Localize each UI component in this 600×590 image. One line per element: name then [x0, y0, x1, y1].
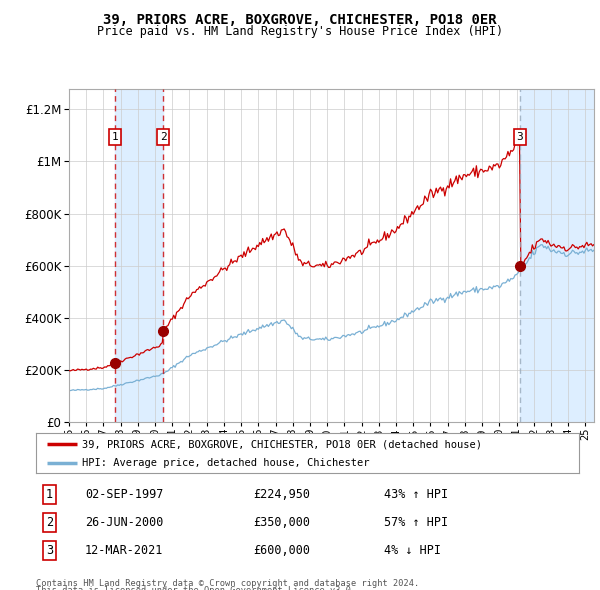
Text: £350,000: £350,000 — [253, 516, 310, 529]
Bar — [520, 88, 594, 422]
Text: Price paid vs. HM Land Registry's House Price Index (HPI): Price paid vs. HM Land Registry's House … — [97, 25, 503, 38]
Text: 26-JUN-2000: 26-JUN-2000 — [85, 516, 163, 529]
Text: 1: 1 — [112, 132, 118, 142]
Text: HPI: Average price, detached house, Chichester: HPI: Average price, detached house, Chic… — [82, 458, 370, 468]
Text: 43% ↑ HPI: 43% ↑ HPI — [383, 489, 448, 502]
Text: 2: 2 — [160, 132, 167, 142]
Text: 3: 3 — [46, 544, 53, 557]
Text: 02-SEP-1997: 02-SEP-1997 — [85, 489, 163, 502]
Text: 2: 2 — [46, 516, 53, 529]
Text: £224,950: £224,950 — [253, 489, 310, 502]
Text: This data is licensed under the Open Government Licence v3.0.: This data is licensed under the Open Gov… — [36, 586, 356, 590]
Text: 1: 1 — [46, 489, 53, 502]
Text: £600,000: £600,000 — [253, 544, 310, 557]
Text: 4% ↓ HPI: 4% ↓ HPI — [383, 544, 440, 557]
Text: 12-MAR-2021: 12-MAR-2021 — [85, 544, 163, 557]
Text: 3: 3 — [517, 132, 523, 142]
Text: Contains HM Land Registry data © Crown copyright and database right 2024.: Contains HM Land Registry data © Crown c… — [36, 579, 419, 588]
Text: 39, PRIORS ACRE, BOXGROVE, CHICHESTER, PO18 0ER: 39, PRIORS ACRE, BOXGROVE, CHICHESTER, P… — [103, 13, 497, 27]
Text: 57% ↑ HPI: 57% ↑ HPI — [383, 516, 448, 529]
Text: 39, PRIORS ACRE, BOXGROVE, CHICHESTER, PO18 0ER (detached house): 39, PRIORS ACRE, BOXGROVE, CHICHESTER, P… — [82, 440, 482, 450]
Bar — [115, 88, 163, 422]
